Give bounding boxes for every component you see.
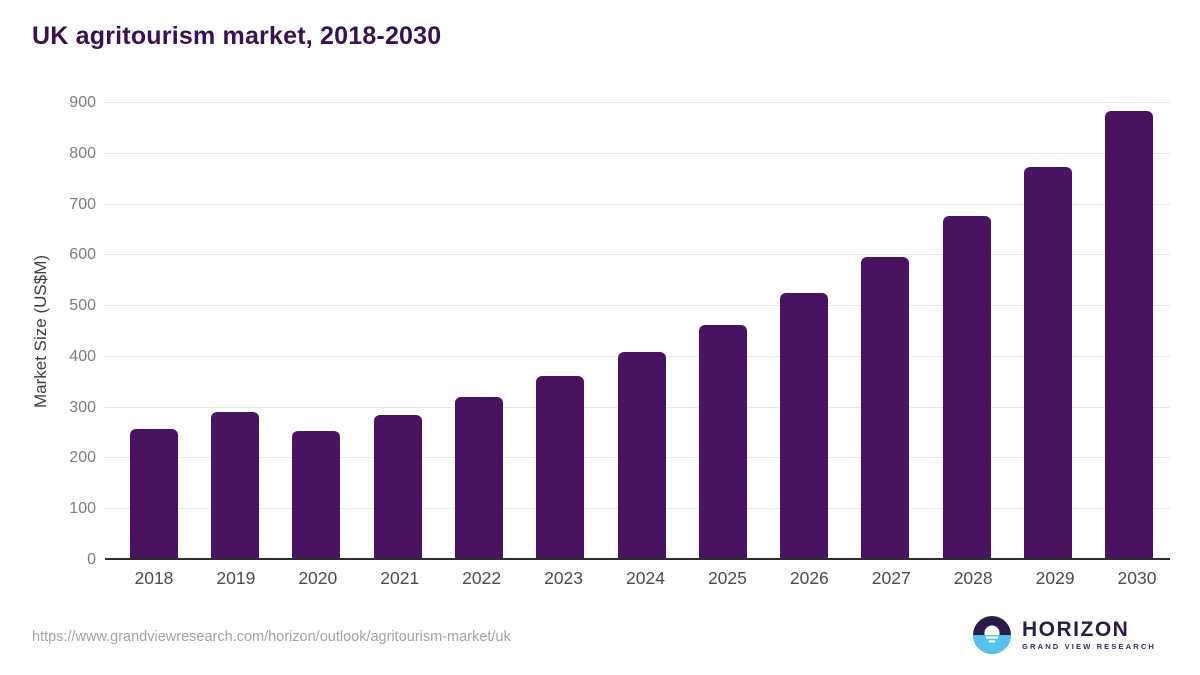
bar-2024 xyxy=(617,351,666,558)
x-tick-label: 2030 xyxy=(1117,568,1157,588)
bar-slot xyxy=(520,103,601,558)
x-tick-label: 2019 xyxy=(216,568,256,588)
x-tick-label: 2025 xyxy=(707,568,747,588)
bar-2029 xyxy=(1024,166,1073,558)
source-url: https://www.grandviewresearch.com/horizo… xyxy=(32,629,511,645)
bar-2022 xyxy=(454,397,503,558)
y-tick-label: 300 xyxy=(69,398,96,416)
logo-wordmark: HORIZON xyxy=(1022,618,1130,642)
x-tick-label: 2021 xyxy=(380,568,420,588)
gridline xyxy=(105,203,1170,205)
gridline xyxy=(105,152,1170,154)
bar-slot xyxy=(764,103,845,558)
bar-slot xyxy=(926,103,1007,558)
gridline xyxy=(105,305,1170,307)
bar-slot xyxy=(357,103,438,558)
x-axis-tick-labels: 2018 2019 2020 2021 2022 2023 2024 2025 2026 2027… xyxy=(105,568,1178,589)
bar-2025 xyxy=(698,324,747,558)
y-axis-tick-labels: 0 100 200 300 400 500 600 700 800 900 xyxy=(0,94,96,568)
bar-slot xyxy=(438,103,519,558)
y-tick-label: 800 xyxy=(69,144,96,162)
horizon-logo-icon xyxy=(973,616,1012,654)
bar-2020 xyxy=(292,430,341,558)
horizon-logo: HORIZON GRAND VIEW RESEARCH xyxy=(973,616,1156,654)
y-tick-label: 100 xyxy=(69,500,96,518)
bar-2021 xyxy=(373,414,422,558)
bar-2026 xyxy=(780,292,829,558)
x-tick-label: 2028 xyxy=(953,568,993,588)
y-tick-label: 200 xyxy=(69,449,96,467)
x-tick-label: 2022 xyxy=(462,568,502,588)
bar-slot xyxy=(845,103,926,558)
x-tick-label: 2024 xyxy=(626,568,665,588)
y-tick-label: 500 xyxy=(69,297,96,315)
y-tick-label: 0 xyxy=(87,551,96,568)
bar-slot xyxy=(1089,103,1170,558)
x-tick-label: 2026 xyxy=(789,568,829,588)
bar-slot xyxy=(1007,103,1088,558)
bar-2019 xyxy=(210,411,259,558)
bar-2018 xyxy=(129,429,178,558)
bar-2023 xyxy=(536,376,585,558)
y-tick-label: 600 xyxy=(69,246,96,264)
x-tick-label: 2029 xyxy=(1035,568,1075,588)
plot-area xyxy=(105,102,1170,560)
y-tick-label: 900 xyxy=(69,94,96,111)
bar-2030 xyxy=(1105,110,1154,558)
y-tick-label: 700 xyxy=(69,195,96,213)
x-tick-label: 2027 xyxy=(871,568,911,588)
x-tick-label: 2023 xyxy=(544,568,584,588)
bar-slot xyxy=(682,103,763,558)
bar-slot xyxy=(113,103,194,558)
bar-2028 xyxy=(942,215,991,558)
logo-subtitle: GRAND VIEW RESEARCH xyxy=(1022,642,1156,652)
x-axis-baseline xyxy=(105,558,1170,560)
bar-slot xyxy=(601,103,682,558)
gridline xyxy=(105,102,1170,103)
x-tick-label: 2020 xyxy=(298,568,338,588)
chart-title: UK agritourism market, 2018-2030 xyxy=(32,22,442,50)
logo-text: HORIZON GRAND VIEW RESEARCH xyxy=(1022,619,1156,651)
x-tick-label: 2018 xyxy=(134,568,174,588)
bar-2027 xyxy=(861,256,910,558)
bar-series xyxy=(105,103,1170,558)
bar-slot xyxy=(194,103,275,558)
gridline xyxy=(105,254,1170,256)
bar-slot xyxy=(276,103,357,558)
y-tick-label: 400 xyxy=(69,347,96,365)
